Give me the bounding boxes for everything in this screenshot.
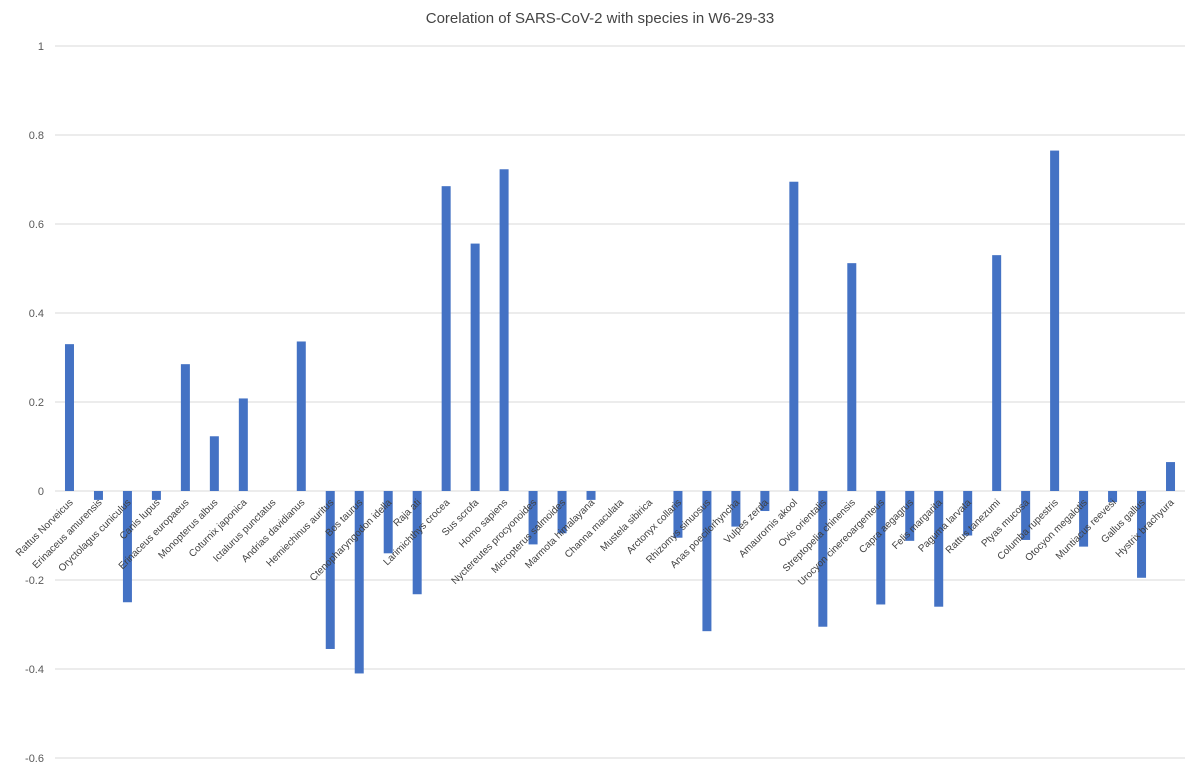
y-tick-label: 0.8 [29, 130, 44, 142]
bar [992, 255, 1002, 491]
bar [789, 181, 799, 491]
bar [963, 491, 973, 536]
bar [412, 491, 422, 595]
y-tick-label: 0.4 [29, 308, 44, 320]
bar [1166, 462, 1176, 491]
bar [470, 243, 480, 491]
bars [64, 150, 1176, 674]
bar [1079, 491, 1089, 547]
y-tick-label: 1 [38, 41, 44, 53]
bar [760, 491, 770, 512]
bar [847, 263, 857, 491]
bar [1050, 150, 1060, 491]
bar [905, 491, 915, 541]
bar [1137, 491, 1147, 578]
y-axis-ticks: 1 0.8 0.6 0.4 0.2 0 -0.2 -0.4 -0.6 [25, 41, 44, 765]
bar [180, 364, 190, 491]
bar [122, 491, 132, 603]
bar [151, 491, 161, 500]
bar [934, 491, 944, 607]
bar [586, 491, 596, 500]
bar [296, 341, 306, 491]
y-tick-label: 0.2 [29, 397, 44, 409]
bar [238, 398, 248, 491]
bar [731, 491, 741, 527]
bar [325, 491, 335, 649]
bar [818, 491, 828, 627]
bar [1021, 491, 1031, 540]
bar [528, 491, 538, 545]
bar [354, 491, 364, 674]
bar [209, 436, 219, 491]
bar [64, 344, 74, 491]
bar [702, 491, 712, 632]
bar [93, 491, 103, 500]
bar [441, 186, 451, 492]
bar [383, 491, 393, 554]
y-tick-label: -0.2 [25, 575, 44, 587]
chart-title: Corelation of SARS-CoV-2 with species in… [425, 10, 775, 27]
gridlines [55, 45, 1185, 759]
bar [557, 491, 567, 534]
y-tick-label: -0.4 [25, 664, 44, 676]
y-tick-label: 0 [38, 486, 44, 498]
y-tick-label: 0.6 [29, 219, 44, 231]
y-tick-label: -0.6 [25, 753, 44, 765]
bar [876, 491, 886, 605]
bar [673, 491, 683, 538]
bar [1108, 491, 1118, 503]
bar [499, 169, 509, 491]
